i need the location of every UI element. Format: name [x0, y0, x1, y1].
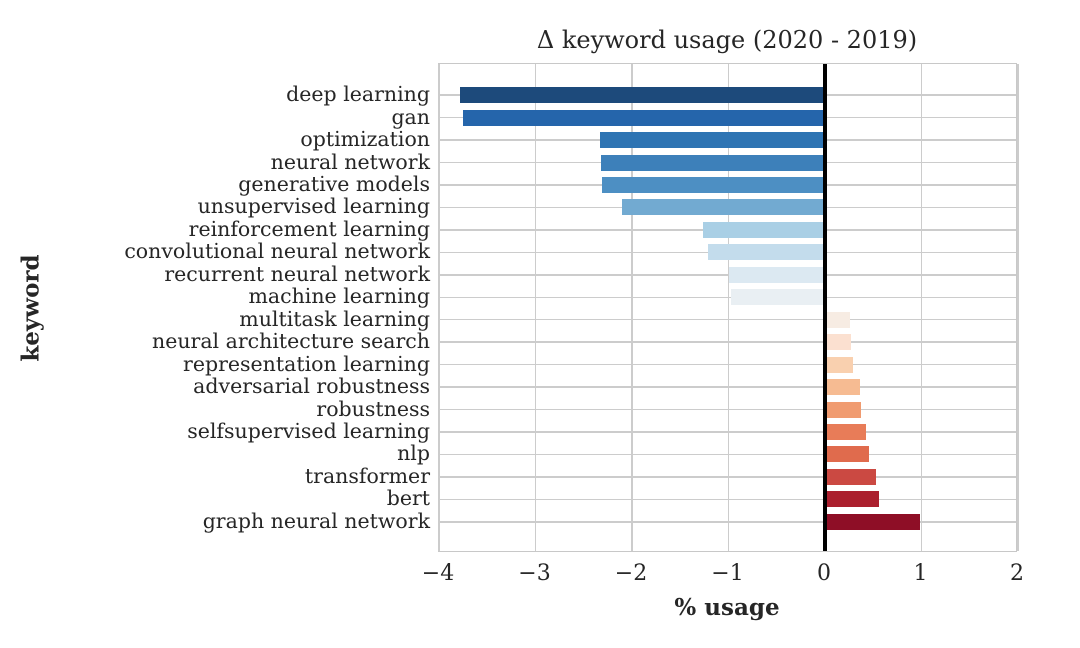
bar-nlp	[825, 446, 870, 463]
vertical-gridline	[920, 64, 923, 551]
y-axis-label: keyword	[17, 254, 45, 362]
chart-title: Δ keyword usage (2020 - 2019)	[536, 26, 918, 54]
bar-reinforcement-learning	[703, 221, 825, 238]
horizontal-gridline	[439, 453, 1016, 456]
horizontal-gridline	[439, 274, 1016, 276]
bar-neural-architecture-search	[825, 334, 852, 351]
y-tick-label: convolutional neural network	[124, 239, 430, 264]
horizontal-gridline	[439, 476, 1016, 478]
plot-area	[438, 63, 1019, 552]
bar-optimization	[600, 132, 825, 149]
bar-recurrent-neural-network	[728, 266, 825, 283]
zero-axis-line	[823, 64, 827, 551]
y-tick-label: nlp	[397, 441, 430, 466]
y-tick-label: selfsupervised learning	[187, 418, 430, 443]
y-tick-label: neural architecture search	[152, 329, 430, 354]
x-tick-label: 0	[817, 561, 831, 586]
bar-gan	[463, 109, 825, 126]
y-tick-label: graph neural network	[202, 508, 430, 533]
horizontal-gridline	[439, 521, 1016, 523]
bar-transformer	[825, 468, 877, 485]
x-tick-label: 2	[1010, 561, 1024, 586]
vertical-gridline	[631, 64, 633, 551]
horizontal-gridline	[439, 498, 1016, 501]
bar-machine-learning	[731, 289, 825, 306]
horizontal-gridline	[439, 408, 1016, 411]
y-tick-label: gan	[391, 104, 430, 129]
vertical-gridline	[1017, 64, 1019, 551]
y-tick-label: robustness	[316, 396, 430, 421]
bar-unsupervised-learning	[622, 199, 825, 216]
y-tick-label: transformer	[304, 463, 430, 488]
y-tick-label: unsupervised learning	[197, 194, 430, 219]
y-tick-label: optimization	[300, 127, 430, 152]
bar-bert	[825, 491, 880, 508]
y-tick-label: reinforcement learning	[188, 216, 430, 241]
bar-selfsupervised-learning	[825, 423, 867, 440]
horizontal-gridline	[439, 318, 1016, 321]
horizontal-gridline	[439, 386, 1016, 388]
bar-adversarial-robustness	[825, 379, 860, 396]
y-tick-label: adversarial robustness	[193, 374, 430, 399]
x-tick-label: −3	[518, 561, 551, 586]
bar-graph-neural-network	[825, 513, 920, 530]
y-tick-label: generative models	[238, 172, 430, 197]
vertical-gridline	[438, 64, 440, 551]
x-tick-label: −2	[614, 561, 648, 586]
y-tick-label: deep learning	[286, 82, 430, 107]
bar-neural-network	[601, 154, 825, 171]
x-tick-label: −4	[421, 561, 455, 586]
bar-robustness	[825, 401, 861, 418]
vertical-gridline	[727, 64, 730, 551]
horizontal-gridline	[439, 296, 1016, 299]
x-tick-label: 1	[913, 561, 928, 586]
y-tick-label: representation learning	[183, 351, 430, 376]
x-axis-label: % usage	[674, 594, 780, 621]
y-tick-label: recurrent neural network	[164, 261, 430, 286]
y-tick-label: machine learning	[248, 284, 430, 309]
horizontal-gridline	[439, 341, 1016, 343]
horizontal-gridline	[439, 431, 1016, 433]
bar-generative-models	[602, 177, 825, 194]
y-tick-label: bert	[386, 486, 430, 511]
bar-representation-learning	[825, 356, 853, 373]
y-tick-label: multitask learning	[239, 306, 430, 331]
horizontal-gridline	[439, 363, 1016, 366]
x-tick-label: −1	[711, 561, 744, 586]
bar-convolutional-neural-network	[708, 244, 825, 261]
bar-deep-learning	[460, 87, 825, 104]
vertical-gridline	[534, 64, 537, 551]
bar-multitask-learning	[825, 311, 851, 328]
y-tick-label: neural network	[270, 149, 430, 174]
